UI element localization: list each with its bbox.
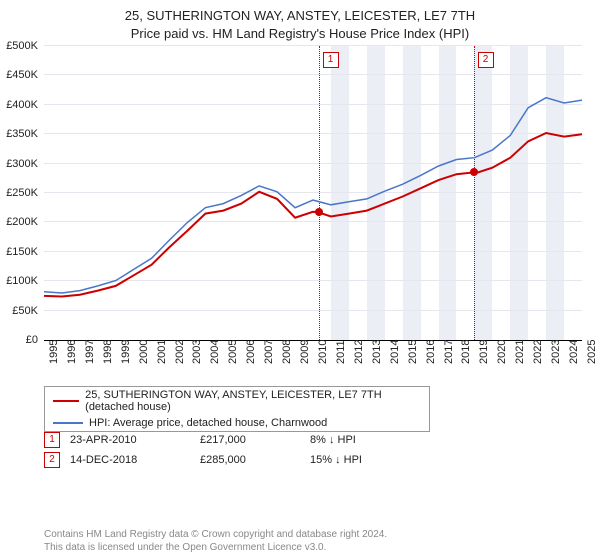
x-tick-label: 2020 xyxy=(496,340,508,364)
transaction-row: 2 14-DEC-2018 £285,000 15% ↓ HPI xyxy=(44,452,430,468)
y-tick-label: £100K xyxy=(6,275,38,287)
x-tick-label: 2007 xyxy=(263,340,275,364)
y-tick-label: £200K xyxy=(6,216,38,228)
x-tick-label: 2016 xyxy=(425,340,437,364)
x-tick-label: 2000 xyxy=(138,340,150,364)
y-tick-label: £150K xyxy=(6,246,38,258)
x-tick-label: 2018 xyxy=(460,340,472,364)
x-tick-label: 2010 xyxy=(317,340,329,364)
legend-swatch xyxy=(53,422,83,424)
x-tick-label: 1995 xyxy=(48,340,60,364)
x-tick-label: 2009 xyxy=(299,340,311,364)
chart-plot-area: £0£50K£100K£150K£200K£250K£300K£350K£400… xyxy=(44,46,582,341)
series-svg xyxy=(44,46,582,340)
x-tick-label: 2001 xyxy=(156,340,168,364)
x-tick-label: 1996 xyxy=(66,340,78,364)
legend-label: 25, SUTHERINGTON WAY, ANSTEY, LEICESTER,… xyxy=(85,389,421,413)
x-tick-label: 2012 xyxy=(353,340,365,364)
x-tick-label: 2021 xyxy=(514,340,526,364)
transactions-table: 1 23-APR-2010 £217,000 8% ↓ HPI 2 14-DEC-2018… xyxy=(44,432,430,472)
legend-item: 25, SUTHERINGTON WAY, ANSTEY, LEICESTER,… xyxy=(45,387,429,415)
x-tick-label: 2014 xyxy=(389,340,401,364)
x-tick-label: 2022 xyxy=(532,340,544,364)
x-tick-label: 2008 xyxy=(281,340,293,364)
x-tick-label: 1997 xyxy=(84,340,96,364)
transaction-row-marker: 2 xyxy=(44,452,60,468)
x-tick-label: 2023 xyxy=(550,340,562,364)
series-property xyxy=(44,133,582,297)
x-tick-label: 2005 xyxy=(227,340,239,364)
y-tick-label: £400K xyxy=(6,99,38,111)
transaction-date: 14-DEC-2018 xyxy=(70,454,190,466)
x-tick-label: 2025 xyxy=(586,340,598,364)
x-tick-label: 2024 xyxy=(568,340,580,364)
footer-line-2: This data is licensed under the Open Gov… xyxy=(44,542,387,555)
x-tick-label: 2013 xyxy=(371,340,383,364)
transaction-price: £217,000 xyxy=(200,434,300,446)
transaction-pct: 15% ↓ HPI xyxy=(310,454,430,466)
x-tick-label: 2019 xyxy=(478,340,490,364)
legend-item: HPI: Average price, detached house, Char… xyxy=(45,415,429,431)
transaction-date: 23-APR-2010 xyxy=(70,434,190,446)
x-tick-label: 1998 xyxy=(102,340,114,364)
x-tick-label: 2017 xyxy=(443,340,455,364)
transaction-row-marker: 1 xyxy=(44,432,60,448)
y-tick-label: £300K xyxy=(6,158,38,170)
x-tick-label: 2004 xyxy=(209,340,221,364)
x-tick-label: 2003 xyxy=(191,340,203,364)
y-tick-label: £350K xyxy=(6,128,38,140)
x-tick-label: 2015 xyxy=(407,340,419,364)
footer-line-1: Contains HM Land Registry data © Crown c… xyxy=(44,529,387,542)
y-tick-label: £250K xyxy=(6,187,38,199)
x-tick-label: 2011 xyxy=(335,340,347,364)
transaction-pct: 8% ↓ HPI xyxy=(310,434,430,446)
legend-label: HPI: Average price, detached house, Char… xyxy=(89,417,327,429)
x-tick-label: 1999 xyxy=(120,340,132,364)
transaction-price: £285,000 xyxy=(200,454,300,466)
legend: 25, SUTHERINGTON WAY, ANSTEY, LEICESTER,… xyxy=(44,386,430,432)
series-hpi xyxy=(44,98,582,293)
x-tick-label: 2006 xyxy=(245,340,257,364)
chart-subtitle: Price paid vs. HM Land Registry's House … xyxy=(0,26,600,41)
transaction-row: 1 23-APR-2010 £217,000 8% ↓ HPI xyxy=(44,432,430,448)
y-tick-label: £50K xyxy=(12,305,38,317)
x-tick-label: 2002 xyxy=(174,340,186,364)
footer-attribution: Contains HM Land Registry data © Crown c… xyxy=(44,529,387,554)
y-tick-label: £450K xyxy=(6,69,38,81)
legend-swatch xyxy=(53,400,79,402)
chart-title: 25, SUTHERINGTON WAY, ANSTEY, LEICESTER,… xyxy=(0,8,600,23)
y-tick-label: £0 xyxy=(26,334,38,346)
y-tick-label: £500K xyxy=(6,40,38,52)
